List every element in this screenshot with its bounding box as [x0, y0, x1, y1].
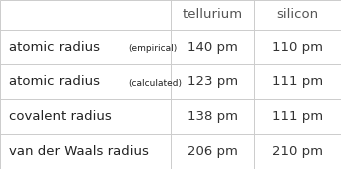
Text: 123 pm: 123 pm — [187, 75, 238, 88]
Text: 110 pm: 110 pm — [272, 41, 323, 54]
Text: 210 pm: 210 pm — [272, 145, 323, 158]
Text: covalent radius: covalent radius — [9, 110, 111, 123]
Text: 140 pm: 140 pm — [187, 41, 238, 54]
Text: 111 pm: 111 pm — [272, 110, 323, 123]
Text: tellurium: tellurium — [182, 8, 242, 21]
Text: atomic radius: atomic radius — [9, 75, 100, 88]
Text: (empirical): (empirical) — [129, 44, 178, 53]
Text: (calculated): (calculated) — [129, 79, 183, 88]
Text: 206 pm: 206 pm — [187, 145, 238, 158]
Text: 138 pm: 138 pm — [187, 110, 238, 123]
Text: van der Waals radius: van der Waals radius — [9, 145, 148, 158]
Text: silicon: silicon — [277, 8, 318, 21]
Text: 111 pm: 111 pm — [272, 75, 323, 88]
Text: atomic radius: atomic radius — [9, 41, 100, 54]
